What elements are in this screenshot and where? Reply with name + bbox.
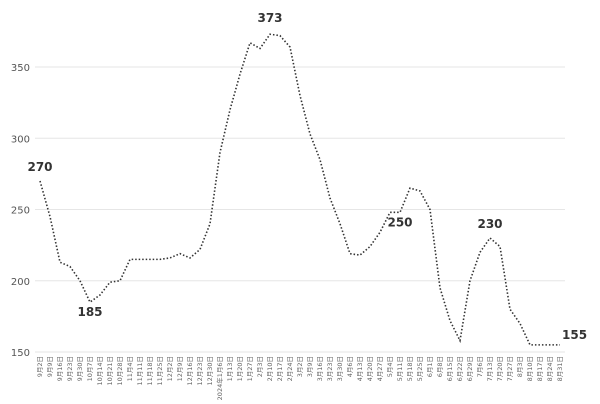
x-tick-label: 11月11日: [136, 356, 144, 386]
y-tick-label: 200: [11, 277, 30, 288]
x-tick-label: 5月4日: [386, 356, 394, 377]
x-tick-label: 3月23日: [326, 356, 334, 381]
x-tick-label: 12月2日: [166, 356, 174, 381]
x-tick-label: 5月25日: [416, 356, 424, 381]
x-tick-label: 11月18日: [146, 356, 154, 386]
x-tick-label: 9月30日: [76, 356, 84, 381]
x-tick-label: 4月27日: [376, 356, 384, 381]
x-tick-label: 7月27日: [506, 356, 514, 381]
x-tick-label: 6月15日: [446, 356, 454, 381]
x-tick-label: 12月30日: [206, 356, 214, 386]
annotation: 270: [27, 160, 52, 174]
x-tick-label: 4月20日: [366, 356, 374, 381]
x-tick-label: 6月8日: [436, 356, 444, 377]
x-tick-label: 6月22日: [456, 356, 464, 381]
annotation: 250: [387, 215, 412, 229]
x-tick-label: 3月30日: [336, 356, 344, 381]
x-tick-label: 12月16日: [186, 356, 194, 386]
x-tick-label: 6月29日: [466, 356, 474, 381]
x-tick-label: 10月21日: [106, 356, 114, 386]
x-tick-label: 7月13日: [486, 356, 494, 381]
x-tick-label: 10月14日: [96, 356, 104, 386]
x-tick-label: 7月6日: [476, 356, 484, 377]
annotation: 230: [477, 217, 502, 231]
x-tick-label: 9月2日: [36, 356, 44, 377]
x-tick-label: 2月24日: [286, 356, 294, 381]
x-tick-label: 8月3日: [516, 356, 524, 377]
x-tick-label: 8月31日: [556, 356, 564, 381]
x-tick-label: 4月13日: [356, 356, 364, 381]
x-tick-label: 1月13日: [226, 356, 234, 381]
x-tick-label: 3月2日: [296, 356, 304, 377]
x-tick-label: 11月25日: [156, 356, 164, 386]
annotation: 373: [257, 11, 282, 25]
x-tick-label: 5月18日: [406, 356, 414, 381]
x-tick-label: 8月24日: [546, 356, 554, 381]
x-tick-label: 2月3日: [256, 356, 264, 377]
x-tick-label: 9月9日: [46, 356, 54, 377]
data-line: [39, 33, 560, 346]
y-tick-label: 300: [11, 134, 30, 145]
y-tick-label: 350: [11, 63, 30, 74]
x-tick-label: 12月9日: [176, 356, 184, 381]
x-tick-label: 10月7日: [86, 356, 94, 381]
x-tick-label: 6月1日: [426, 356, 434, 377]
x-tick-label: 2月10日: [266, 356, 274, 381]
x-tick-label: 3月16日: [316, 356, 324, 381]
x-tick-label: 9月23日: [66, 356, 74, 381]
x-tick-label: 5月11日: [396, 356, 404, 381]
annotation: 185: [77, 305, 102, 319]
x-tick-label: 12月23日: [196, 356, 204, 386]
x-tick-label: 9月16日: [56, 356, 64, 381]
annotation: 155: [562, 328, 587, 342]
x-tick-label: 2月17日: [276, 356, 284, 381]
x-tick-label: 11月4日: [126, 356, 134, 381]
x-tick-label: 1月27日: [246, 356, 254, 381]
y-tick-label: 250: [11, 206, 30, 217]
y-tick-label: 150: [11, 348, 30, 359]
x-tick-label: 2024年1月6日: [215, 356, 224, 400]
x-tick-label: 4月6日: [346, 356, 354, 377]
x-tick-label: 7月20日: [496, 356, 504, 381]
x-tick-label: 1月20日: [236, 356, 244, 381]
x-tick-label: 8月17日: [536, 356, 544, 381]
x-tick-label: 10月28日: [116, 356, 124, 386]
x-tick-label: 3月9日: [306, 356, 314, 377]
x-tick-label: 8月10日: [526, 356, 534, 381]
